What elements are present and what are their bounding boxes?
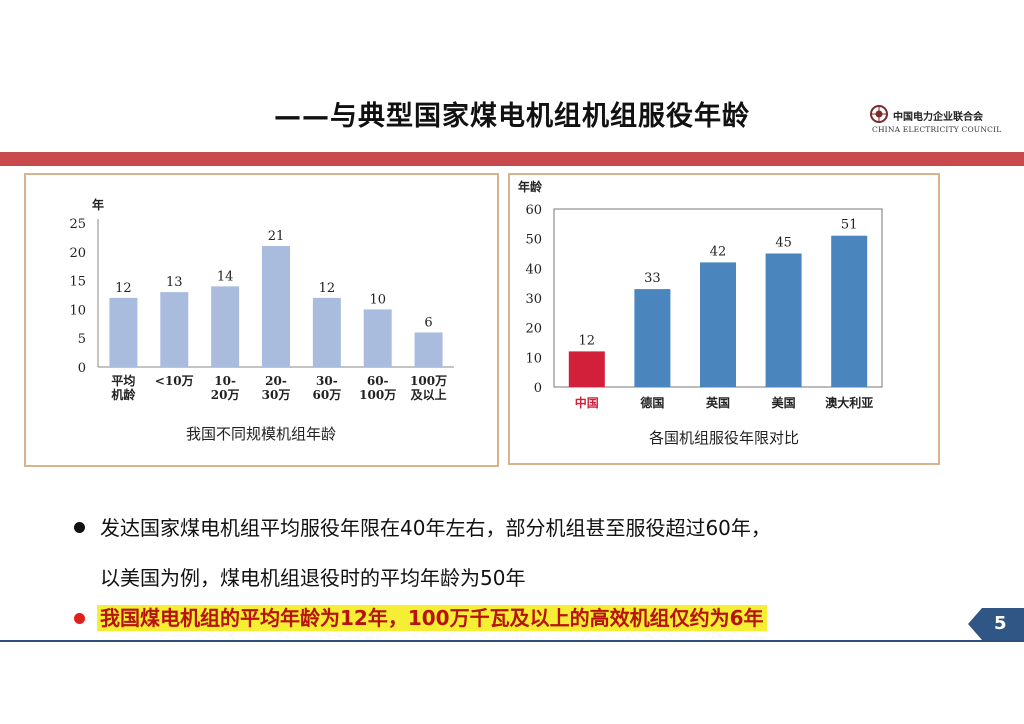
x-tick-label: 机龄: [111, 387, 136, 402]
x-tick-label: 30-: [316, 374, 338, 388]
x-tick-label: 100万: [410, 374, 447, 388]
bar: [312, 297, 341, 367]
bullet-1-line-2: 以美国为例，煤电机组退役时的平均年龄为50年: [100, 566, 526, 590]
bullet-1-line-1: 发达国家煤电机组平均服役年限在40年左右，部分机组甚至服役超过60年，: [100, 516, 771, 540]
y-tick-label: 15: [69, 275, 86, 290]
x-tick-label: 英国: [706, 395, 730, 410]
bar: [634, 289, 671, 387]
x-tick-label: 60万: [313, 388, 342, 402]
bullet-2-highlight-text: 我国煤电机组的平均年龄为12年，100万千瓦及以上的高效机组仅约为6年: [97, 605, 767, 631]
data-label: 13: [166, 275, 183, 290]
cec-logo-icon: [870, 105, 888, 123]
data-label: 42: [710, 244, 727, 259]
y-tick-label: 0: [534, 381, 542, 396]
page-number-badge: 5: [968, 608, 1024, 640]
chart-title: 我国不同规模机组年龄: [186, 425, 336, 443]
bar: [414, 332, 443, 367]
data-label: 10: [369, 292, 386, 307]
bar: [363, 309, 392, 367]
chart-country-service-life: 年龄 0 10 20 30 40 50 60 12 中国 33 德国 42 英国 45 美国 51 澳大利亚各国机…: [518, 179, 883, 447]
page-title: ——与典型国家煤电机组机组服役年龄: [274, 101, 750, 132]
x-tick-label: 德国: [640, 395, 664, 410]
x-tick-label: 30万: [262, 388, 291, 402]
chart-panel-international: 年龄 0 10 20 30 40 50 60 12 中国 33 德国 42 英国 45 美国 51 澳大利亚各国机…: [508, 173, 940, 465]
chart-title: 各国机组服役年限对比: [649, 429, 799, 447]
y-tick-label: 20: [69, 246, 86, 261]
bar: [160, 292, 189, 367]
bullet-dot-1: [74, 522, 85, 533]
y-tick-label: 40: [525, 262, 542, 277]
y-tick-label: 25: [69, 217, 86, 232]
bar: [262, 246, 290, 367]
y-tick-label: 10: [69, 303, 86, 318]
x-tick-label: 60-: [367, 374, 389, 388]
data-label: 12: [319, 281, 336, 296]
y-tick-label: 20: [525, 322, 542, 337]
data-label: 14: [217, 269, 234, 284]
bar: [109, 297, 138, 367]
bar: [568, 351, 605, 387]
y-axis-title: 年龄: [518, 179, 543, 194]
x-tick-label: 美国: [772, 395, 796, 410]
bullet-dot-2: [74, 613, 85, 624]
x-tick-label: 100万: [359, 388, 396, 402]
footer-line: [0, 640, 1024, 642]
x-tick-label: 10-: [214, 374, 236, 388]
bar: [211, 286, 240, 367]
x-tick-label: 澳大利亚: [825, 395, 873, 410]
data-label: 12: [579, 333, 596, 348]
y-tick-label: 5: [78, 332, 86, 347]
x-tick-label: 20-: [265, 374, 287, 388]
data-label: 12: [115, 281, 132, 296]
x-tick-label: <10万: [155, 374, 194, 388]
y-tick-label: 50: [525, 233, 542, 248]
bar: [765, 253, 802, 387]
page-number: 5: [994, 613, 1007, 634]
bar: [831, 235, 868, 387]
data-label: 45: [775, 236, 792, 251]
logo-en-text: CHINA ELECTRICITY COUNCIL: [872, 125, 1002, 134]
y-axis-title: 年: [92, 197, 104, 212]
bullet-2-row: 我国煤电机组的平均年龄为12年，100万千瓦及以上的高效机组仅约为6年: [97, 602, 767, 631]
data-label: 51: [841, 218, 858, 233]
data-label: 6: [424, 315, 432, 330]
y-tick-label: 0: [78, 361, 86, 376]
data-label: 33: [644, 271, 661, 286]
y-tick-label: 30: [525, 292, 542, 307]
header-red-bar: [0, 152, 1024, 166]
bar: [700, 262, 736, 387]
logo-cn-text: 中国电力企业联合会: [893, 112, 983, 123]
x-tick-label: 中国: [575, 395, 599, 410]
x-tick-label: 20万: [211, 388, 240, 402]
x-tick-label: 及以上: [411, 387, 447, 402]
chart-panel-domestic: 年 0 5 10 15 20 25 12 平均 机龄 13 <10万 14 10- 20万 21 20- 30万 1…: [24, 173, 499, 467]
y-tick-label: 10: [525, 351, 542, 366]
data-label: 21: [268, 229, 285, 244]
x-tick-label: 平均: [111, 373, 135, 388]
y-tick-label: 60: [525, 203, 542, 218]
